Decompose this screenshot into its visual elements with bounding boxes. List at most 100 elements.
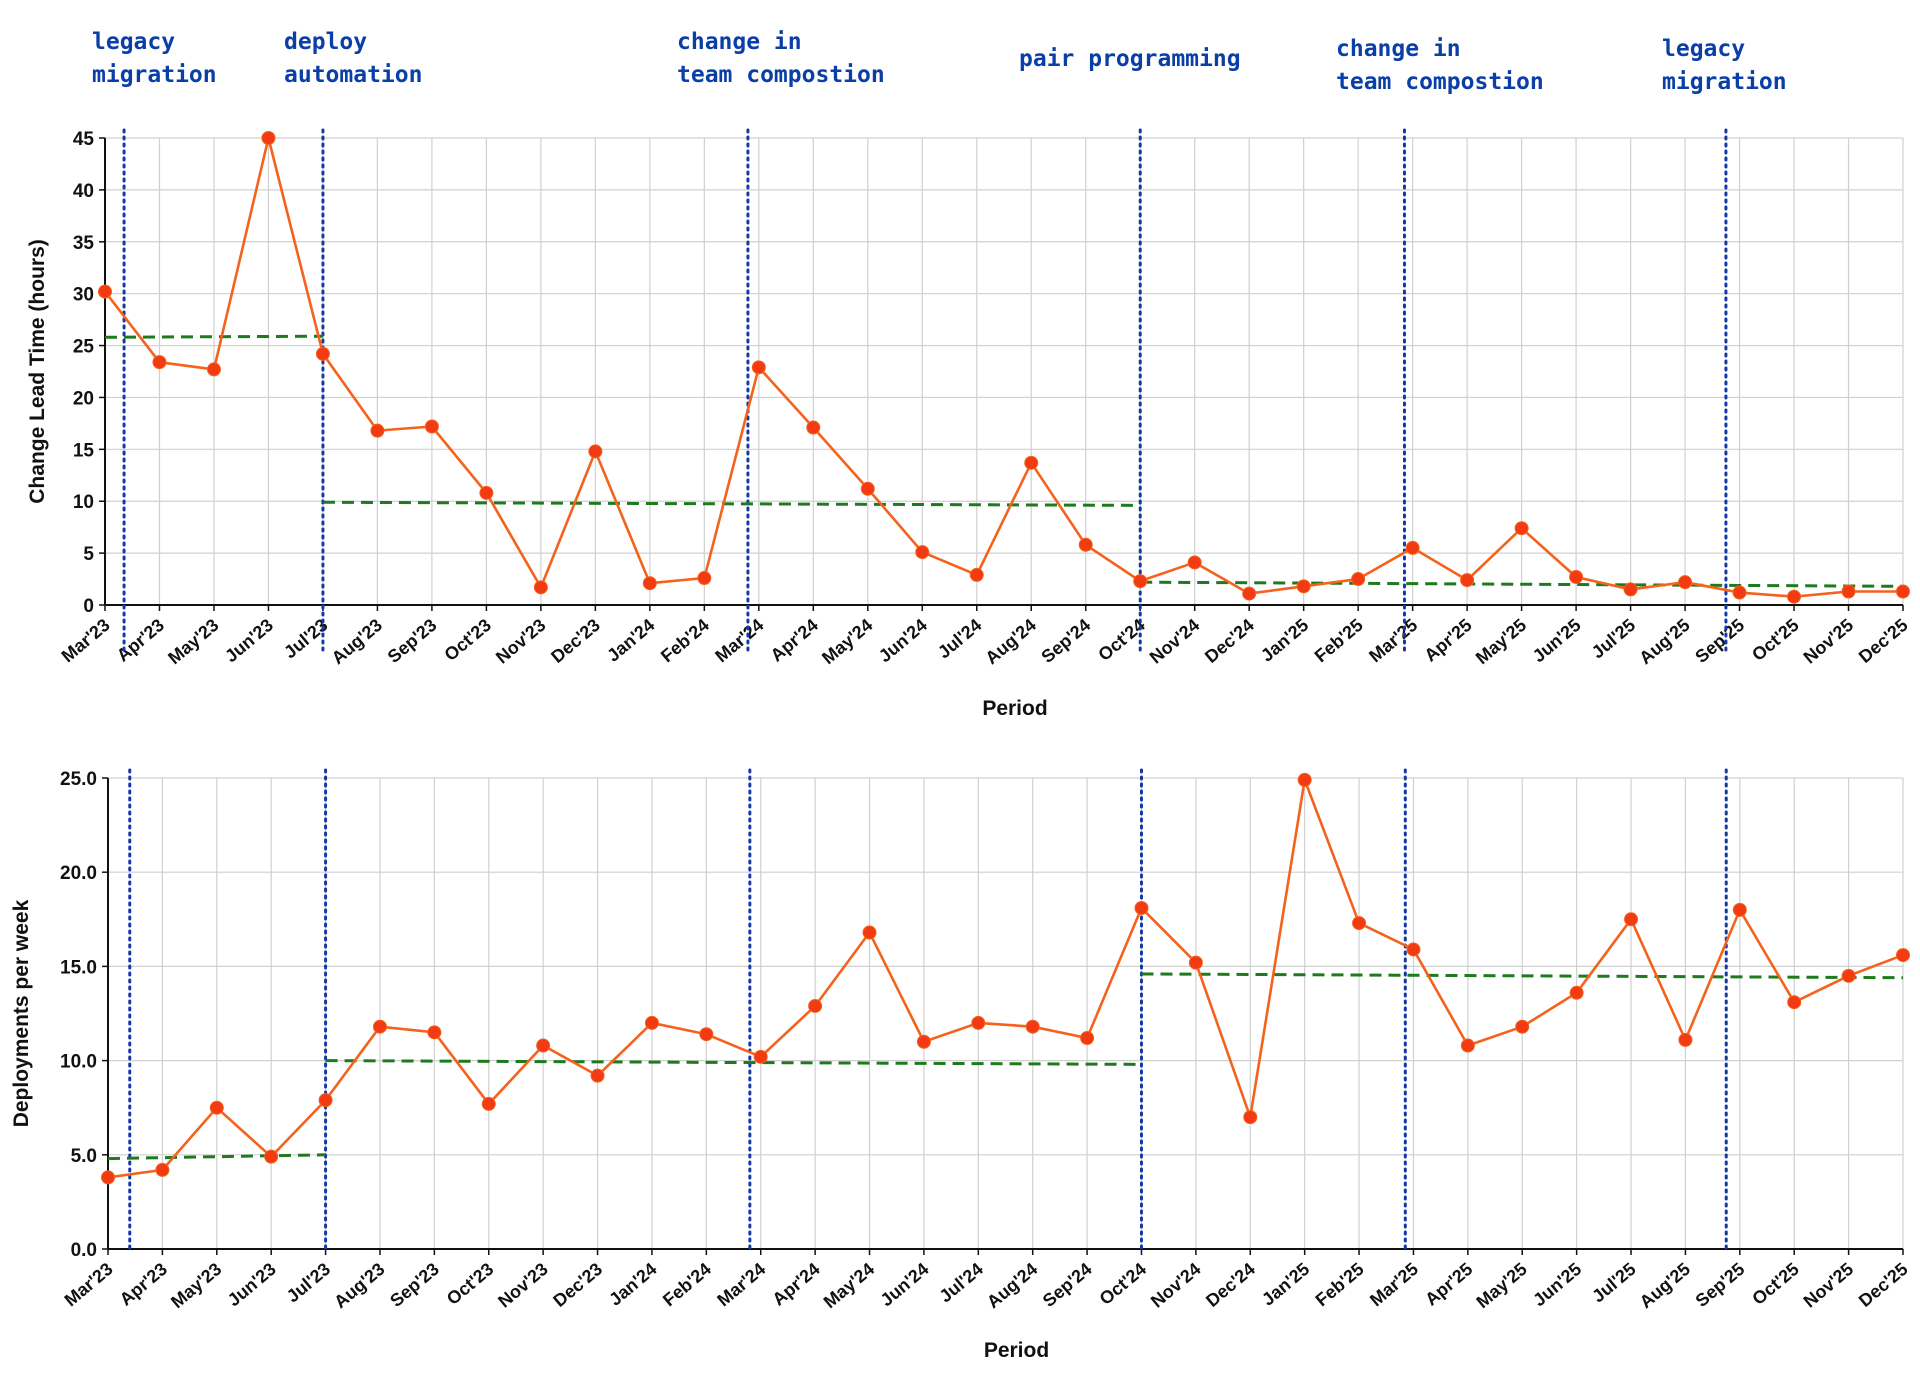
annotation-team-change-2: change in team compostion	[1336, 33, 1544, 99]
trend-segment	[325, 1059, 1142, 1066]
y-tick-label: 45	[73, 129, 95, 150]
annotation-line: pair programming	[1019, 46, 1241, 72]
y-tick-label: 15.0	[60, 957, 97, 978]
annotation-line: change in	[677, 29, 802, 55]
y-tick-label: 35	[73, 233, 95, 254]
data-point	[98, 284, 112, 299]
annotation-line: automation	[284, 62, 423, 88]
data-point	[1460, 573, 1475, 588]
chart-panel-2: 0.0 5.0 10.0 15.0 20.0 25.0 Mar'23 Apr'23May'23…	[10, 768, 1912, 1362]
x-tick-label: Mar'24	[711, 615, 767, 667]
x-tick-label: Sep'23	[384, 615, 441, 667]
data-point	[1460, 1038, 1475, 1053]
x-tick-label: Dec'23	[547, 615, 604, 667]
x-tick-label: Aug'23	[330, 1259, 388, 1312]
x-tick-label: Jul'24	[935, 1259, 986, 1307]
data-point	[1297, 772, 1312, 787]
x-tick-label: Apr'24	[767, 615, 822, 666]
x-tick-label: Oct'25	[1748, 1259, 1802, 1309]
data-point	[372, 1019, 387, 1034]
data-point	[1351, 572, 1366, 587]
annotation-line: team compostion	[677, 62, 885, 88]
data-point	[1296, 579, 1311, 594]
data-point	[1187, 555, 1202, 570]
x-tick-label: Mar'23	[61, 1259, 117, 1311]
data-point	[101, 1170, 115, 1185]
x-tick-label: Mar'24	[713, 1259, 769, 1311]
data-point	[1678, 1032, 1693, 1047]
x-tick-label: Jan'25	[1257, 615, 1312, 666]
y-tick-label: 10	[73, 492, 94, 513]
x-tick-label: Apr'24	[768, 1259, 823, 1310]
data-point	[1133, 574, 1148, 589]
data-point	[862, 925, 877, 940]
data-point	[1024, 455, 1039, 470]
y-tick-label: 25	[73, 337, 95, 358]
data-point	[479, 485, 494, 500]
data-point	[209, 1100, 224, 1115]
x-tick-label: Aug'24	[983, 1259, 1041, 1312]
x-tick-label: May'25	[1473, 1259, 1531, 1312]
data-point	[1787, 589, 1802, 604]
x-axis-label: Period	[982, 697, 1047, 720]
y-tick-label: 5.0	[71, 1146, 97, 1167]
trend-segment	[1140, 580, 1904, 588]
data-point	[697, 571, 712, 586]
data-point	[424, 419, 439, 434]
data-point	[1406, 942, 1421, 957]
data-point	[808, 998, 823, 1013]
data-point	[1514, 521, 1529, 536]
x-tick-label: May'24	[820, 1259, 878, 1312]
x-tick-label: May'23	[164, 615, 222, 668]
x-tick-label: Jun'25	[1529, 1259, 1585, 1311]
x-tick-label: Apr'25	[1420, 615, 1475, 666]
x-tick-label: Nov'23	[492, 615, 550, 668]
x-tick-label: Apr'25	[1421, 1259, 1476, 1310]
x-tick-label: Oct'23	[443, 1259, 497, 1309]
annotation-line: migration	[1662, 69, 1787, 95]
x-tick-label: Mar'23	[58, 615, 114, 667]
data-point	[1678, 575, 1693, 590]
data-point	[1623, 582, 1638, 597]
data-point	[1569, 569, 1584, 584]
annotation-team-change-1: change in team compostion	[677, 26, 885, 92]
x-tick-label: Sep'23	[386, 1259, 443, 1311]
y-tick-label: 15	[73, 440, 95, 461]
x-tick-label: Dec'25	[1855, 1259, 1912, 1311]
x-tick-label: Jul'24	[934, 615, 985, 663]
x-tick-label: Aug'25	[1636, 1259, 1694, 1312]
series-line	[107, 778, 1904, 1179]
data-point	[206, 362, 221, 377]
annotation-line: team compostion	[1336, 69, 1544, 95]
x-tick-label: Jun'24	[875, 615, 931, 667]
data-point	[1841, 968, 1856, 983]
data-point	[916, 1034, 931, 1049]
x-tick-label: Dec'24	[1202, 1259, 1259, 1311]
data-point	[971, 1015, 986, 1030]
x-tick-label: Feb'24	[657, 615, 713, 667]
data-point	[969, 567, 984, 582]
x-tick-label: Nov'24	[1147, 1259, 1205, 1312]
x-tick-label: Sep'24	[1038, 615, 1095, 667]
series-line	[103, 136, 1903, 598]
data-point	[152, 355, 167, 370]
annotation-line: legacy	[1662, 36, 1746, 62]
data-point	[588, 444, 603, 459]
x-tick-label: Aug'23	[328, 615, 386, 668]
data-point	[315, 346, 330, 361]
data-point	[1896, 584, 1910, 599]
data-point	[318, 1093, 333, 1108]
x-tick-label: Sep'25	[1692, 1259, 1749, 1311]
x-tick-label: Dec'23	[549, 1259, 606, 1311]
x-tick-label: Oct'25	[1748, 615, 1802, 665]
x-tick-label: Feb'25	[1311, 615, 1367, 667]
x-tick-label: Apr'23	[116, 1259, 171, 1310]
data-point	[1025, 1019, 1040, 1034]
data-point	[699, 1027, 714, 1042]
y-tick-label: 20	[73, 388, 94, 409]
data-point	[1841, 584, 1856, 599]
x-tick-label: Jun'23	[221, 615, 277, 667]
x-tick-label: Sep'25	[1691, 615, 1748, 667]
annotation-legacy-migration-1: legacy migration	[92, 26, 217, 92]
